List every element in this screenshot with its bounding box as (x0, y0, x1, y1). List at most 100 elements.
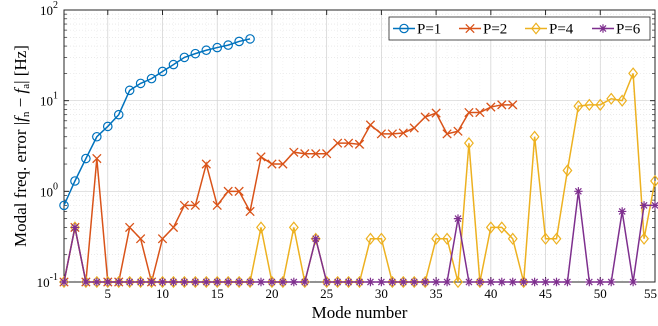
data-point-asterisk (267, 277, 277, 287)
x-tick-label: 35 (430, 286, 443, 301)
data-point-diamond (310, 232, 321, 245)
x-tick-label: 40 (484, 286, 497, 301)
data-point-diamond (529, 130, 540, 143)
legend-entry: P=4 (525, 22, 574, 38)
data-point-x (223, 186, 233, 196)
data-point-circle (190, 48, 201, 59)
y-tick-labels: 10-1 100 101 102 (37, 0, 58, 290)
data-point-diamond (277, 275, 288, 289)
y-tick-label: 102 (40, 0, 58, 18)
data-point-asterisk (158, 277, 167, 287)
data-point-diamond (595, 98, 606, 111)
data-point-asterisk (81, 277, 91, 287)
data-point-asterisk (366, 277, 375, 287)
data-point-diamond (474, 275, 485, 289)
data-point-x (322, 149, 332, 159)
data-point-circle (92, 131, 102, 142)
data-point-asterisk (486, 277, 496, 287)
data-point-asterisk (497, 277, 506, 287)
data-point-circle (135, 78, 146, 89)
data-point-asterisk (563, 277, 572, 287)
data-point-asterisk (420, 277, 430, 287)
data-point-circle (157, 66, 168, 77)
x-tick-label: 10 (156, 286, 169, 301)
data-point-asterisk (574, 187, 583, 196)
data-point-diamond (376, 232, 387, 245)
legend-label: P=1 (417, 22, 441, 38)
data-point-diamond (288, 221, 299, 234)
legend-box (388, 16, 651, 41)
data-point-circle (234, 36, 244, 47)
data-point-asterisk (585, 277, 594, 287)
data-point-x (289, 147, 299, 157)
data-point-asterisk (278, 277, 288, 287)
data-point-diamond (540, 232, 551, 245)
data-point-asterisk (388, 277, 397, 287)
data-point-diamond (266, 275, 277, 289)
data-point-x (168, 222, 179, 233)
data-point-x (442, 129, 452, 139)
data-point-diamond (256, 221, 266, 234)
data-point-asterisk (453, 214, 463, 223)
data-point-asterisk (114, 277, 123, 287)
data-point-circle (59, 200, 69, 211)
data-point-x (465, 23, 475, 34)
x-tick-label: 45 (539, 286, 552, 301)
data-point-asterisk (464, 277, 474, 287)
data-point-asterisk (617, 207, 627, 216)
data-point-circle (124, 85, 135, 96)
data-point-diamond (453, 275, 463, 289)
data-point-asterisk (136, 277, 145, 287)
legend-entry: P=1 (393, 22, 441, 38)
data-point-asterisk (639, 201, 649, 210)
data-point-asterisk (311, 234, 320, 243)
data-point-diamond (431, 232, 442, 245)
data-point-diamond (299, 275, 310, 289)
data-point-asterisk (628, 277, 638, 287)
data-point-asterisk (431, 277, 441, 287)
data-point-diamond (398, 275, 409, 289)
data-point-x (212, 200, 222, 211)
data-point-x (135, 234, 146, 244)
series-layer (59, 34, 658, 289)
data-point-diamond (531, 22, 541, 35)
legend-label: P=2 (483, 22, 507, 38)
data-point-asterisk (519, 277, 528, 287)
data-point-diamond (245, 275, 256, 289)
data-point-asterisk (59, 277, 69, 287)
data-point-x (398, 128, 408, 138)
data-point-asterisk (596, 277, 605, 287)
legend-entry: P=6 (592, 22, 641, 38)
data-point-diamond (420, 275, 431, 289)
data-point-x (453, 126, 463, 136)
data-point-x (409, 123, 419, 133)
data-point-asterisk (377, 277, 386, 287)
legend-label: P=6 (616, 22, 641, 38)
data-point-asterisk (333, 277, 342, 287)
data-point-diamond (485, 221, 496, 234)
data-point-asterisk (169, 277, 178, 287)
data-point-x (431, 108, 441, 118)
data-point-x (201, 159, 211, 169)
data-point-circle (399, 23, 409, 34)
data-point-asterisk (213, 277, 222, 287)
data-point-diamond (332, 275, 343, 289)
y-tick-label: 101 (40, 91, 58, 109)
series-p-6 (59, 187, 658, 287)
data-point-asterisk (344, 277, 353, 287)
data-point-circle (102, 121, 113, 132)
x-tick-labels: 5 10 15 20 25 30 35 40 45 50 55 (105, 286, 657, 301)
data-point-diamond (157, 275, 168, 289)
data-point-circle (81, 153, 91, 164)
data-point-diamond (168, 275, 179, 289)
data-point-asterisk (607, 277, 616, 287)
data-point-diamond (321, 275, 332, 289)
data-point-x (278, 159, 288, 169)
x-tick-label: 5 (105, 286, 112, 301)
data-point-x (420, 112, 430, 122)
data-point-diamond (606, 92, 617, 105)
data-point-x (365, 120, 376, 130)
data-point-diamond (584, 98, 595, 111)
data-point-diamond (124, 275, 135, 289)
